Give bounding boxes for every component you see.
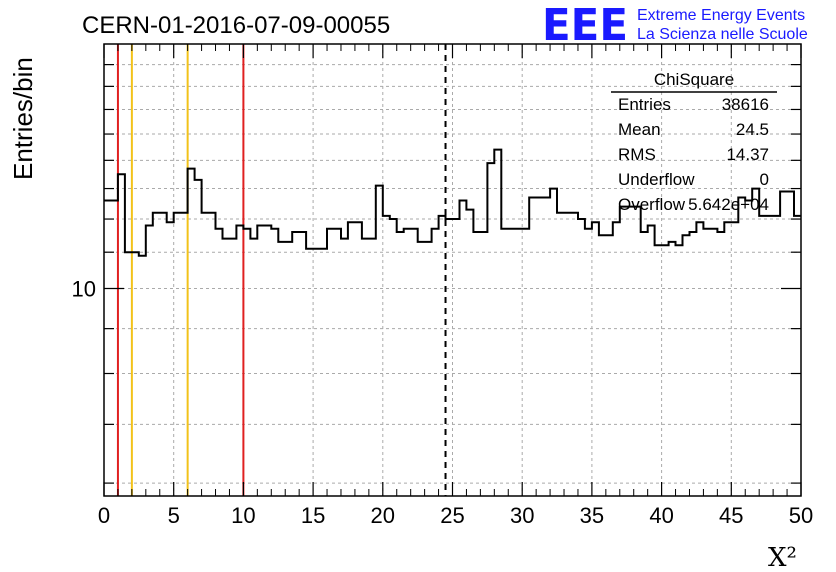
stats-label: Mean [618,120,661,139]
x-tick-label: 50 [789,503,813,528]
grid-lines [104,44,801,496]
stats-box: ChiSquare Entries 38616 Mean 24.5 RMS 14.37 Un… [611,70,777,214]
stats-label: Underflow [618,170,695,189]
stats-label: Entries [618,95,671,114]
y-axis-label: Entries/bin [8,57,38,180]
stats-value: 14.37 [726,145,769,164]
x-tick-label: 40 [649,503,673,528]
chart-title: CERN-01-2016-07-09-00055 [82,12,390,39]
stats-box-title: ChiSquare [654,70,734,89]
histogram-line [104,148,801,257]
stats-value: 0 [760,170,769,189]
stats-label: RMS [618,145,656,164]
x-tick-label: 20 [371,503,395,528]
stats-value: 5.642e+04 [688,195,769,214]
x-axis-ticks: 0 5 10 15 20 25 30 35 40 45 50 [98,44,813,528]
x-tick-label: 45 [719,503,743,528]
eee-logo: EEE Extreme Energy Events La Scienza nel… [542,0,808,51]
x-tick-label: 0 [98,503,110,528]
stats-label: Overflow [618,195,686,214]
x-tick-label: 15 [301,503,325,528]
eee-logo-line2: La Scienza nelle Scuole [637,26,808,43]
x-tick-label: 35 [580,503,604,528]
x-tick-label: 10 [231,503,255,528]
y-tick-label: 10 [72,276,96,301]
x-tick-label: 5 [168,503,180,528]
x-tick-label: 25 [440,503,464,528]
stats-value: 38616 [722,95,769,114]
eee-logo-mark: EEE [542,0,628,51]
stats-value: 24.5 [736,120,769,139]
y-axis-ticks: 10 [72,63,801,484]
reference-lines [116,44,447,496]
eee-logo-line1: Extreme Energy Events [637,7,805,24]
x-axis-label: X² [768,543,797,572]
x-tick-label: 30 [510,503,534,528]
